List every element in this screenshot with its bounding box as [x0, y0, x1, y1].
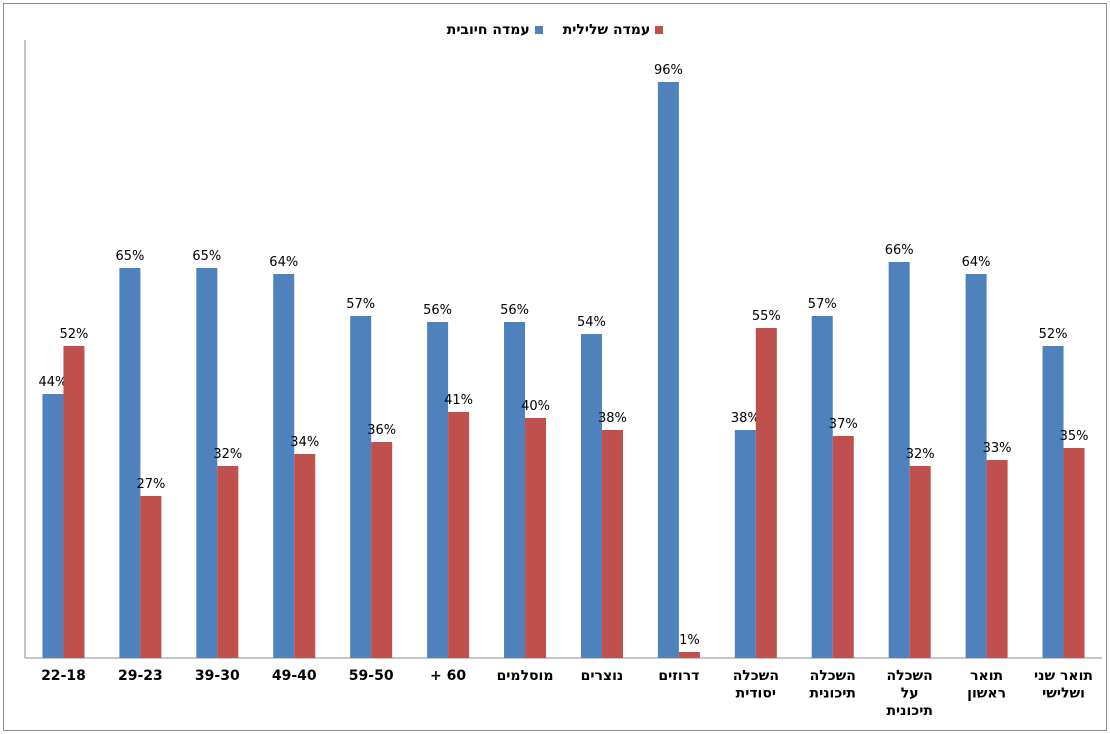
data-label-positive-13: 52%: [1039, 327, 1068, 342]
bar-negative-6: [525, 418, 547, 658]
category-label-line: דרוזים: [658, 668, 699, 684]
data-label-negative-5: 41%: [444, 393, 473, 408]
category-label-line: נוצרים: [581, 668, 624, 684]
bar-positive-4: [350, 316, 372, 658]
data-label-negative-12: 33%: [983, 441, 1012, 456]
bar-positive-7: [580, 334, 602, 658]
category-label-0: 22-18: [41, 668, 86, 684]
data-label-positive-3: 64%: [269, 255, 298, 270]
data-label-positive-4: 57%: [346, 297, 375, 312]
bar-negative-0: [63, 346, 85, 658]
data-label-negative-3: 34%: [290, 435, 319, 450]
category-label-line: על: [901, 686, 919, 702]
data-label-negative-9: 55%: [752, 309, 781, 324]
category-label-line: 49-40: [272, 668, 317, 684]
bar-positive-3: [273, 274, 295, 658]
category-label-5: 60 +: [430, 668, 466, 684]
bar-negative-13: [1063, 448, 1085, 658]
data-label-positive-10: 57%: [808, 297, 837, 312]
bar-negative-4: [371, 442, 393, 658]
category-label-10: השכלה תיכונית: [810, 668, 856, 702]
bar-positive-6: [504, 322, 526, 658]
category-label-2: 39-30: [195, 668, 240, 684]
category-label-line: תיכונית: [810, 686, 856, 702]
data-label-negative-10: 37%: [829, 417, 858, 432]
category-label-line: 59-50: [349, 668, 394, 684]
data-label-negative-7: 38%: [598, 411, 627, 426]
category-label-line: יסודית: [736, 686, 776, 702]
legend-label-negative: עמדה שלילית: [562, 22, 651, 38]
bar-negative-2: [217, 466, 239, 658]
category-label-6: מוסלמים: [497, 668, 554, 684]
data-label-negative-13: 35%: [1060, 429, 1089, 444]
bar-negative-3: [294, 454, 316, 658]
bar-positive-9: [734, 430, 756, 658]
data-label-positive-0: 44%: [39, 375, 68, 390]
data-label-positive-1: 65%: [115, 249, 144, 264]
category-label-8: דרוזים: [658, 668, 699, 684]
bar-negative-10: [832, 436, 854, 658]
category-label-line: השכלה: [810, 668, 856, 684]
category-label-11: השכלה על תיכונית: [886, 668, 932, 719]
category-label-9: השכלה יסודית: [733, 668, 779, 702]
bar-positive-0: [42, 394, 64, 658]
bar-positive-8: [657, 82, 679, 658]
data-label-negative-2: 32%: [213, 447, 242, 462]
category-label-line: מוסלמים: [497, 668, 554, 684]
category-label-line: 39-30: [195, 668, 240, 684]
data-label-negative-1: 27%: [136, 477, 165, 492]
bar-positive-5: [427, 322, 449, 658]
data-label-positive-6: 56%: [500, 303, 529, 318]
data-label-negative-11: 32%: [906, 447, 935, 462]
legend-item-positive: עמדה חיובית: [447, 22, 543, 38]
legend: עמדה שלילית עמדה חיובית: [0, 22, 1110, 38]
category-label-line: תיכונית: [886, 703, 932, 719]
category-label-4: 59-50: [349, 668, 394, 684]
category-label-13: תואר שני ושלישי: [1034, 668, 1093, 702]
category-label-line: ושלישי: [1042, 686, 1085, 702]
category-label-line: השכלה: [733, 668, 779, 684]
category-label-line: 29-23: [118, 668, 163, 684]
bar-positive-1: [119, 268, 141, 658]
bar-positive-2: [196, 268, 218, 658]
bar-negative-9: [755, 328, 777, 658]
data-label-positive-8: 96%: [654, 63, 683, 78]
category-label-line: 22-18: [41, 668, 86, 684]
data-label-negative-4: 36%: [367, 423, 396, 438]
legend-label-positive: עמדה חיובית: [446, 22, 530, 38]
category-label-1: 29-23: [118, 668, 163, 684]
legend-item-negative: עמדה שלילית: [563, 22, 664, 38]
category-label-line: השכלה: [887, 668, 933, 684]
data-label-positive-9: 38%: [731, 411, 760, 426]
bar-negative-1: [140, 496, 162, 658]
category-label-line: 60 +: [430, 668, 466, 684]
legend-swatch-positive: [534, 26, 543, 34]
data-label-negative-0: 52%: [60, 327, 89, 342]
category-label-3: 49-40: [272, 668, 317, 684]
data-label-positive-5: 56%: [423, 303, 452, 318]
bar-positive-13: [1042, 346, 1064, 658]
bar-negative-12: [986, 460, 1008, 658]
bar-positive-10: [811, 316, 833, 658]
data-label-negative-8: 1%: [679, 633, 700, 648]
bar-negative-5: [448, 412, 470, 658]
data-label-positive-11: 66%: [885, 243, 914, 258]
bar-positive-12: [965, 274, 987, 658]
bar-negative-11: [909, 466, 931, 658]
data-label-positive-7: 54%: [577, 315, 606, 330]
category-label-7: נוצרים: [581, 668, 624, 684]
bar-negative-7: [601, 430, 623, 658]
category-label-12: תואר ראשון: [967, 668, 1006, 702]
legend-swatch-negative: [655, 26, 664, 34]
bar-positive-11: [888, 262, 910, 658]
data-label-positive-2: 65%: [192, 249, 221, 264]
category-label-line: תואר: [970, 668, 1003, 684]
category-label-line: ראשון: [967, 686, 1006, 702]
data-label-negative-6: 40%: [521, 399, 550, 414]
bar-negative-8: [678, 652, 700, 658]
category-label-line: תואר שני: [1034, 668, 1093, 684]
data-label-positive-12: 64%: [962, 255, 991, 270]
